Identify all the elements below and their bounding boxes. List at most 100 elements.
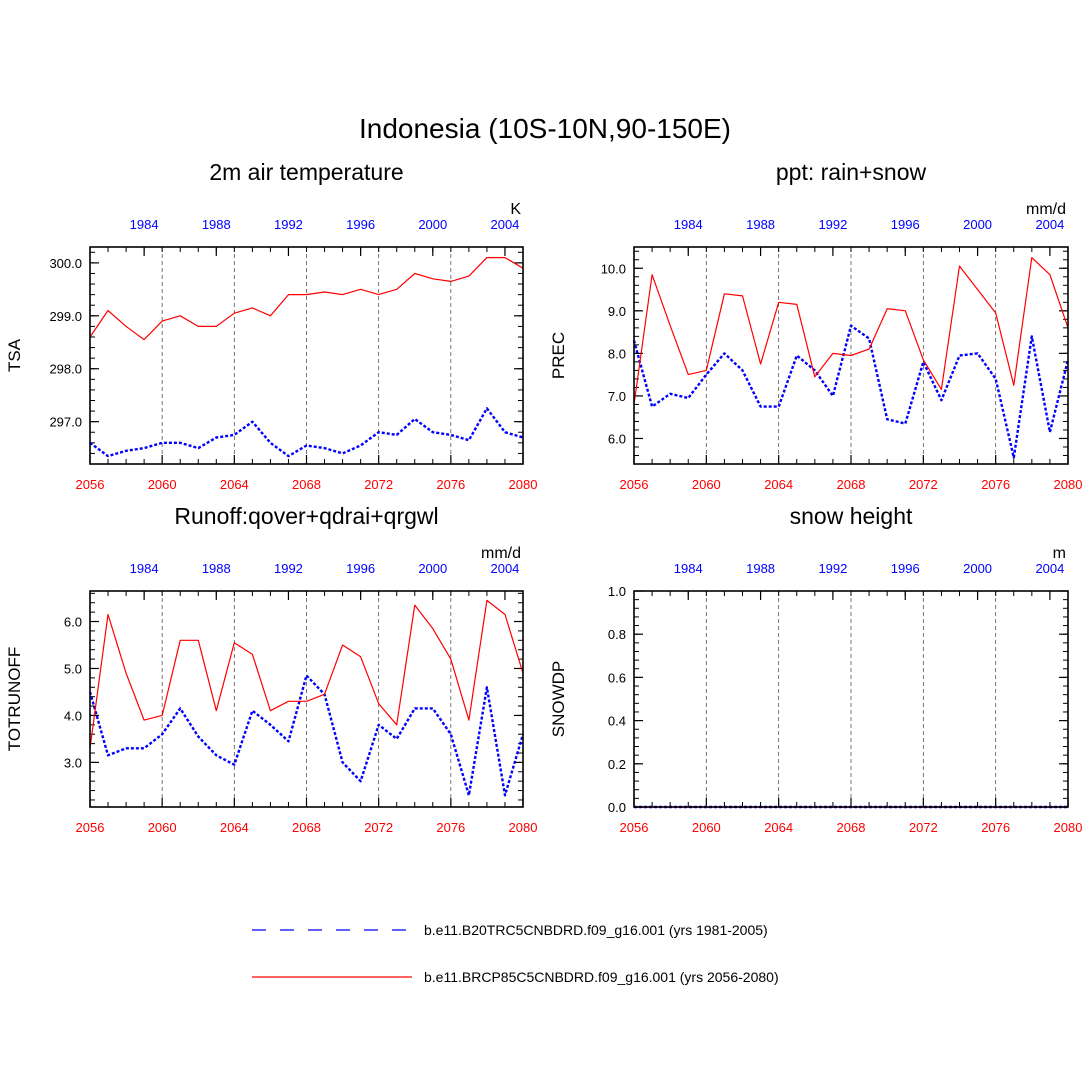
legend: b.e11.B20TRC5CNBDRD.f09_g16.001 (yrs 198… <box>252 922 779 985</box>
x-tick-label-hist: 2004 <box>490 561 519 576</box>
x-tick-label-hist: 2004 <box>490 217 519 232</box>
x-tick-label-future: 2060 <box>148 820 177 835</box>
x-tick-label-future: 2072 <box>909 820 938 835</box>
y-tick-label: 0.0 <box>608 800 626 815</box>
x-tick-label-hist: 2000 <box>963 217 992 232</box>
y-tick-label: 297.0 <box>49 415 82 430</box>
x-tick-label-future: 2064 <box>764 477 793 492</box>
x-tick-label-future: 2076 <box>436 820 465 835</box>
plot-frame <box>633 590 1069 808</box>
x-tick-label-hist: 1984 <box>674 217 703 232</box>
legend-label: b.e11.B20TRC5CNBDRD.f09_g16.001 (yrs 198… <box>424 922 768 938</box>
y-tick-label: 6.0 <box>608 431 626 446</box>
panel-prec: ppt: rain+snow mm/d PREC 2056 2060 2064 2068 20… <box>549 159 1082 492</box>
x-tick-label-hist: 2004 <box>1035 561 1064 576</box>
x-tick-label-future: 2072 <box>364 820 393 835</box>
units-label: m <box>1053 545 1066 562</box>
x-tick-label-hist: 1992 <box>818 561 847 576</box>
x-tick-label-future: 2060 <box>148 477 177 492</box>
x-tick-label-hist: 1984 <box>674 561 703 576</box>
y-tick-label: 5.0 <box>64 661 82 676</box>
y-tick-label: 0.8 <box>608 627 626 642</box>
y-tick-label: 10.0 <box>601 261 626 276</box>
series-line-hist <box>88 674 525 797</box>
panels: 2m air temperature K TSA 2056 2060 2064 2068 20… <box>5 159 1082 835</box>
panel-title: snow height <box>790 503 913 529</box>
y-tick-label: 299.0 <box>49 309 82 324</box>
panel-snowdp: snow height m SNOWDP 2056 2060 2064 2068 2072 20… <box>549 503 1082 835</box>
x-tick-label-future: 2080 <box>1054 477 1083 492</box>
x-tick-label-hist: 1992 <box>818 217 847 232</box>
y-axis-label: SNOWDP <box>549 661 568 738</box>
x-tick-label-hist: 1988 <box>746 217 775 232</box>
x-tick-label-hist: 2000 <box>418 217 447 232</box>
y-tick-label: 4.0 <box>64 708 82 723</box>
series-line-hist <box>89 407 524 458</box>
panel-tsa: 2m air temperature K TSA 2056 2060 2064 2068 20… <box>5 159 537 492</box>
x-tick-label-hist: 1992 <box>274 561 303 576</box>
units-label: mm/d <box>1026 201 1066 218</box>
x-tick-label-future: 2064 <box>220 477 249 492</box>
x-tick-label-future: 2068 <box>292 477 321 492</box>
y-tick-label: 300.0 <box>49 256 82 271</box>
y-tick-label: 3.0 <box>64 755 82 770</box>
x-tick-label-future: 2080 <box>509 477 538 492</box>
y-tick-label: 7.0 <box>608 389 626 404</box>
x-tick-label-future: 2056 <box>620 477 649 492</box>
x-tick-label-future: 2076 <box>981 477 1010 492</box>
panel-title: ppt: rain+snow <box>776 159 927 185</box>
units-label: mm/d <box>481 545 521 562</box>
x-tick-label-future: 2080 <box>509 820 538 835</box>
series-line-fut <box>89 257 524 341</box>
y-tick-label: 298.0 <box>49 362 82 377</box>
x-tick-label-hist: 1996 <box>346 561 375 576</box>
x-tick-label-future: 2068 <box>837 820 866 835</box>
series-line-hist <box>632 324 1070 459</box>
plot-frame <box>89 590 524 808</box>
x-tick-label-hist: 1992 <box>274 217 303 232</box>
y-tick-label: 8.0 <box>608 346 626 361</box>
panel-title: 2m air temperature <box>209 159 403 185</box>
x-tick-label-future: 2068 <box>837 477 866 492</box>
x-tick-label-hist: 1984 <box>130 217 159 232</box>
x-tick-label-hist: 1996 <box>891 217 920 232</box>
y-tick-label: 0.2 <box>608 757 626 772</box>
x-tick-label-future: 2076 <box>981 820 1010 835</box>
panel-totrunoff: Runoff:qover+qdrai+qrgwl mm/d TOTRUNOFF 205… <box>5 503 537 835</box>
x-tick-label-future: 2072 <box>909 477 938 492</box>
x-tick-label-hist: 1996 <box>346 217 375 232</box>
x-tick-label-future: 2056 <box>76 477 105 492</box>
x-tick-label-future: 2080 <box>1054 820 1083 835</box>
units-label: K <box>510 201 521 218</box>
x-tick-label-hist: 1988 <box>202 217 231 232</box>
x-tick-label-future: 2068 <box>292 820 321 835</box>
x-tick-label-hist: 1984 <box>130 561 159 576</box>
x-tick-label-future: 2056 <box>620 820 649 835</box>
x-tick-label-future: 2072 <box>364 477 393 492</box>
y-tick-label: 0.4 <box>608 714 626 729</box>
series-line-fut <box>89 599 524 749</box>
legend-label: b.e11.BRCP85C5CNBDRD.f09_g16.001 (yrs 20… <box>424 969 779 985</box>
x-tick-label-future: 2056 <box>76 820 105 835</box>
x-tick-label-future: 2060 <box>692 820 721 835</box>
y-tick-label: 6.0 <box>64 615 82 630</box>
y-axis-label: TOTRUNOFF <box>5 647 24 752</box>
y-tick-label: 9.0 <box>608 304 626 319</box>
y-axis-label: PREC <box>549 332 568 379</box>
y-axis-label: TSA <box>5 338 24 372</box>
plot-frame <box>89 246 524 465</box>
y-tick-label: 0.6 <box>608 670 626 685</box>
x-tick-label-future: 2060 <box>692 477 721 492</box>
x-tick-label-hist: 1988 <box>202 561 231 576</box>
panel-title: Runoff:qover+qdrai+qrgwl <box>174 503 438 529</box>
x-tick-label-hist: 2000 <box>418 561 447 576</box>
plot-frame <box>633 246 1069 465</box>
x-tick-label-hist: 1988 <box>746 561 775 576</box>
series-line-fut <box>633 257 1069 405</box>
figure-title: Indonesia (10S-10N,90-150E) <box>359 113 731 144</box>
x-tick-label-future: 2064 <box>220 820 249 835</box>
x-tick-label-hist: 2004 <box>1035 217 1064 232</box>
y-tick-label: 1.0 <box>608 584 626 599</box>
x-tick-label-hist: 2000 <box>963 561 992 576</box>
